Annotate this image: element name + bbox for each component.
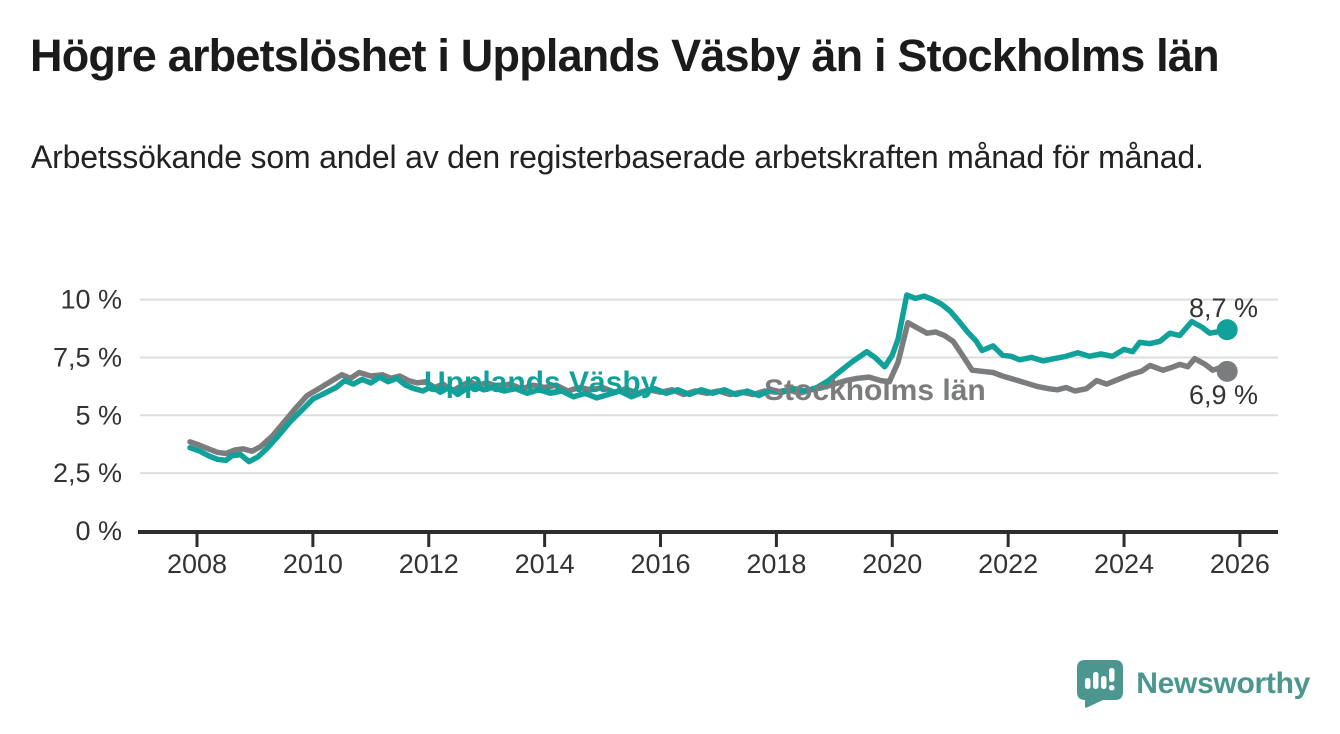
x-tick-label-2010: 2010	[283, 549, 343, 579]
y-tick-label-7.5: 7,5 %	[53, 342, 122, 372]
bar-chart-glyph	[1085, 668, 1115, 691]
y-tick-label-0: 0 %	[75, 516, 122, 546]
x-tick-label-2024: 2024	[1094, 549, 1154, 579]
page-title: Högre arbetslöshet i Upplands Väsby än i…	[30, 30, 1220, 81]
series-line-upplands-vasby	[187, 292, 1230, 465]
end-value-label-stockholms-lan: 6,9 %	[1189, 380, 1258, 410]
x-tick-label-2018: 2018	[746, 549, 806, 579]
x-tick-label-2008: 2008	[167, 549, 227, 579]
newsworthy-logo: Newsworthy	[1077, 660, 1310, 708]
newsworthy-logo-icon	[1077, 660, 1124, 708]
series-lines-group	[187, 292, 1230, 465]
speech-bubble-shape	[1077, 660, 1124, 708]
x-tick-label-2026: 2026	[1210, 549, 1270, 579]
y-tick-label-5: 5 %	[75, 400, 122, 430]
end-dots-group	[1216, 319, 1238, 382]
brand-name: Newsworthy	[1136, 667, 1310, 700]
y-tick-label-2.5: 2,5 %	[53, 458, 122, 488]
series-label-stockholms-lan: Stockholms län	[764, 374, 986, 407]
end-value-label-upplands-vasby: 8,7 %	[1189, 293, 1258, 323]
y-tick-label-10: 10 %	[60, 285, 122, 315]
page-subtitle: Arbetssökande som andel av den registerb…	[31, 139, 1204, 175]
end-dot-upplands-vasby	[1216, 319, 1238, 341]
axis-group: 0 % 2,5 % 5 % 7,5 % 10 % 2008 2010 2012 2014 2016…	[53, 285, 1278, 579]
x-tick-label-2012: 2012	[399, 549, 459, 579]
x-tick-label-2016: 2016	[630, 549, 690, 579]
end-dot-stockholms-lan	[1216, 360, 1238, 382]
series-line-stockholms-lan	[187, 319, 1230, 457]
x-tick-label-2022: 2022	[978, 549, 1038, 579]
series-label-upplands-vasby: Upplands Väsby	[424, 366, 658, 399]
x-tick-label-2020: 2020	[862, 549, 922, 579]
x-tick-label-2014: 2014	[515, 549, 575, 579]
